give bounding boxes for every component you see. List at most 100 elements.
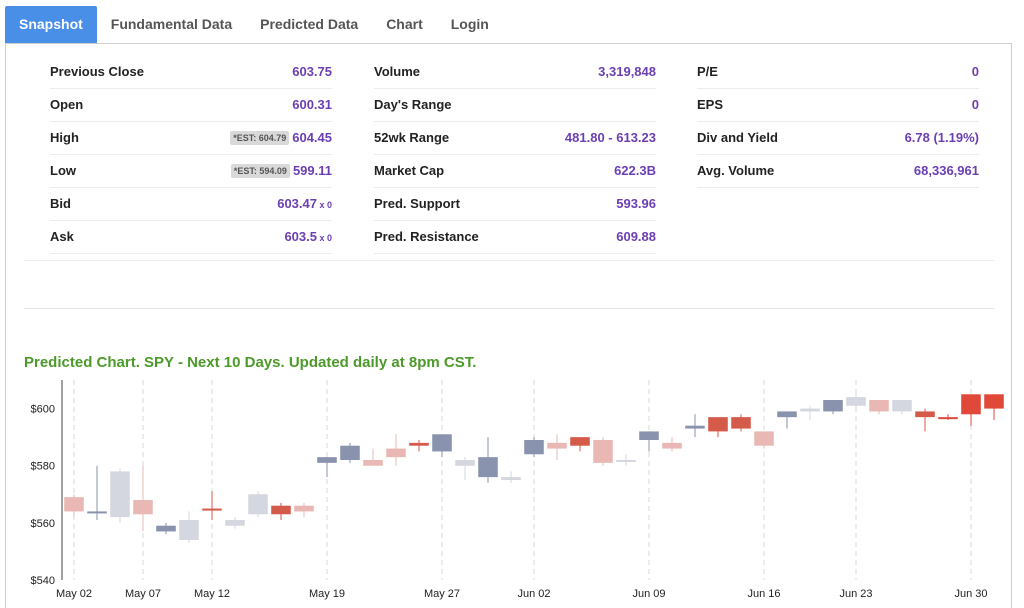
stat-row: Bid 603.47 x 0: [50, 188, 332, 221]
x-tick-label: Jun 23: [839, 588, 872, 600]
size-suffix: x 0: [316, 233, 332, 243]
stat-row: Previous Close 603.75: [50, 56, 332, 89]
tab-bar: Snapshot Fundamental Data Predicted Data Ch…: [5, 6, 503, 44]
stat-value: 481.80 - 613.23: [564, 130, 656, 145]
candle-body: [593, 440, 613, 463]
stats-column-2: Volume 3,319,848 Day's Range 52wk Range 481.…: [374, 56, 656, 254]
stat-label: Div and Yield: [697, 130, 778, 145]
tab-fundamental-data[interactable]: Fundamental Data: [110, 16, 233, 32]
candle-body: [363, 460, 383, 466]
candle-body: [869, 400, 889, 412]
estimate-badge: *EST: 604.79: [230, 131, 290, 145]
candle-body: [639, 431, 659, 440]
candle-body: [754, 431, 774, 446]
candle-body: [731, 417, 751, 429]
candlestick-chart: $540 $560 $580 $600 May 02 May 07 May 12 May 19…: [31, 380, 1004, 600]
stat-row: Ask 603.5 x 0: [50, 221, 332, 254]
tab-snapshot[interactable]: Snapshot: [5, 6, 97, 43]
stat-row: EPS 0: [697, 89, 979, 122]
x-tick-label: Jun 02: [517, 588, 550, 600]
stat-value: 600.31: [292, 97, 332, 112]
stat-label: P/E: [697, 64, 718, 79]
candle-body: [87, 511, 107, 514]
stat-value: 3,319,848: [598, 64, 656, 79]
stat-value: *EST: 604.79 604.45: [230, 130, 332, 145]
candle-body: [248, 494, 268, 515]
stat-value: 0: [971, 97, 979, 112]
candle-body: [64, 497, 84, 512]
candle-body: [156, 525, 176, 532]
size-suffix: x 0: [316, 200, 332, 210]
candle-body: [294, 505, 314, 512]
stat-value: *EST: 594.09 599.11: [230, 163, 332, 178]
stat-label: Day's Range: [374, 97, 452, 112]
stat-label: Ask: [50, 229, 74, 244]
candle-body: [800, 408, 820, 412]
candle-body: [317, 457, 337, 463]
stat-label: Volume: [374, 64, 420, 79]
candle-body: [179, 520, 199, 540]
stat-row: Open 600.31: [50, 89, 332, 122]
stat-value: 609.88: [616, 229, 656, 244]
stat-row: Pred. Support 593.96: [374, 188, 656, 221]
candle-body: [777, 411, 797, 418]
stat-label: Previous Close: [50, 64, 144, 79]
stat-label: Low: [50, 163, 76, 178]
candle-body: [386, 448, 406, 458]
stat-label: High: [50, 130, 79, 145]
candle-body: [110, 471, 130, 518]
x-tick-label: May 19: [309, 588, 345, 600]
stat-row: Low *EST: 594.09 599.11: [50, 155, 332, 188]
x-tick-label: May 12: [194, 588, 230, 600]
candle-body: [225, 520, 245, 526]
divider: [24, 260, 994, 261]
stat-label: EPS: [697, 97, 724, 112]
candle-body: [892, 400, 912, 412]
content-panel: [5, 43, 1012, 608]
stat-value: 622.3B: [614, 163, 656, 178]
x-tick-label: May 27: [424, 588, 460, 600]
stat-label: Pred. Resistance: [374, 229, 479, 244]
candle-body: [915, 411, 935, 418]
stat-value: 603.47 x 0: [277, 196, 332, 211]
stat-label: 52wk Range: [374, 130, 450, 145]
stat-row: Day's Range: [374, 89, 656, 122]
candle-body: [478, 457, 498, 478]
candle-body: [846, 397, 866, 406]
candle-body: [133, 500, 153, 515]
stat-row: Avg. Volume 68,336,961: [697, 155, 979, 188]
candle-body: [823, 400, 843, 412]
tab-predicted-data[interactable]: Predicted Data: [260, 16, 359, 32]
candle-body: [340, 445, 360, 460]
stat-label: Market Cap: [374, 163, 445, 178]
stat-row: Div and Yield 6.78 (1.19%): [697, 122, 979, 155]
stat-label: Avg. Volume: [697, 163, 775, 178]
candle-body: [570, 437, 590, 446]
stat-value: 6.78 (1.19%): [904, 130, 979, 145]
stat-row: Market Cap 622.3B: [374, 155, 656, 188]
x-tick-label: Jun 09: [632, 588, 665, 600]
x-tick-label: May 02: [56, 588, 92, 600]
divider: [24, 308, 994, 309]
candle-body: [501, 477, 521, 480]
stats-column-3: P/E 0 EPS 0 Div and Yield 6.78 (1.19%) Avg. Vo…: [697, 56, 979, 188]
y-tick-label: $540: [31, 575, 55, 587]
y-tick-label: $600: [31, 404, 55, 416]
candle-body: [984, 394, 1004, 409]
y-tick-label: $560: [31, 518, 55, 530]
stat-label: Pred. Support: [374, 196, 460, 211]
stat-row: High *EST: 604.79 604.45: [50, 122, 332, 155]
candle-body: [547, 442, 567, 449]
candle-body: [616, 460, 636, 462]
stat-row: Volume 3,319,848: [374, 56, 656, 89]
candle-body: [685, 425, 705, 429]
stats-column-1: Previous Close 603.75 Open 600.31 High *EST: …: [50, 56, 332, 254]
candle-body: [271, 505, 291, 515]
stat-label: Open: [50, 97, 84, 112]
stat-row: Pred. Resistance 609.88: [374, 221, 656, 254]
tab-chart[interactable]: Chart: [386, 16, 423, 32]
tab-login[interactable]: Login: [450, 16, 489, 32]
stat-value: 603.5 x 0: [284, 229, 332, 244]
stat-value: 593.96: [616, 196, 656, 211]
x-tick-label: Jun 16: [747, 588, 780, 600]
